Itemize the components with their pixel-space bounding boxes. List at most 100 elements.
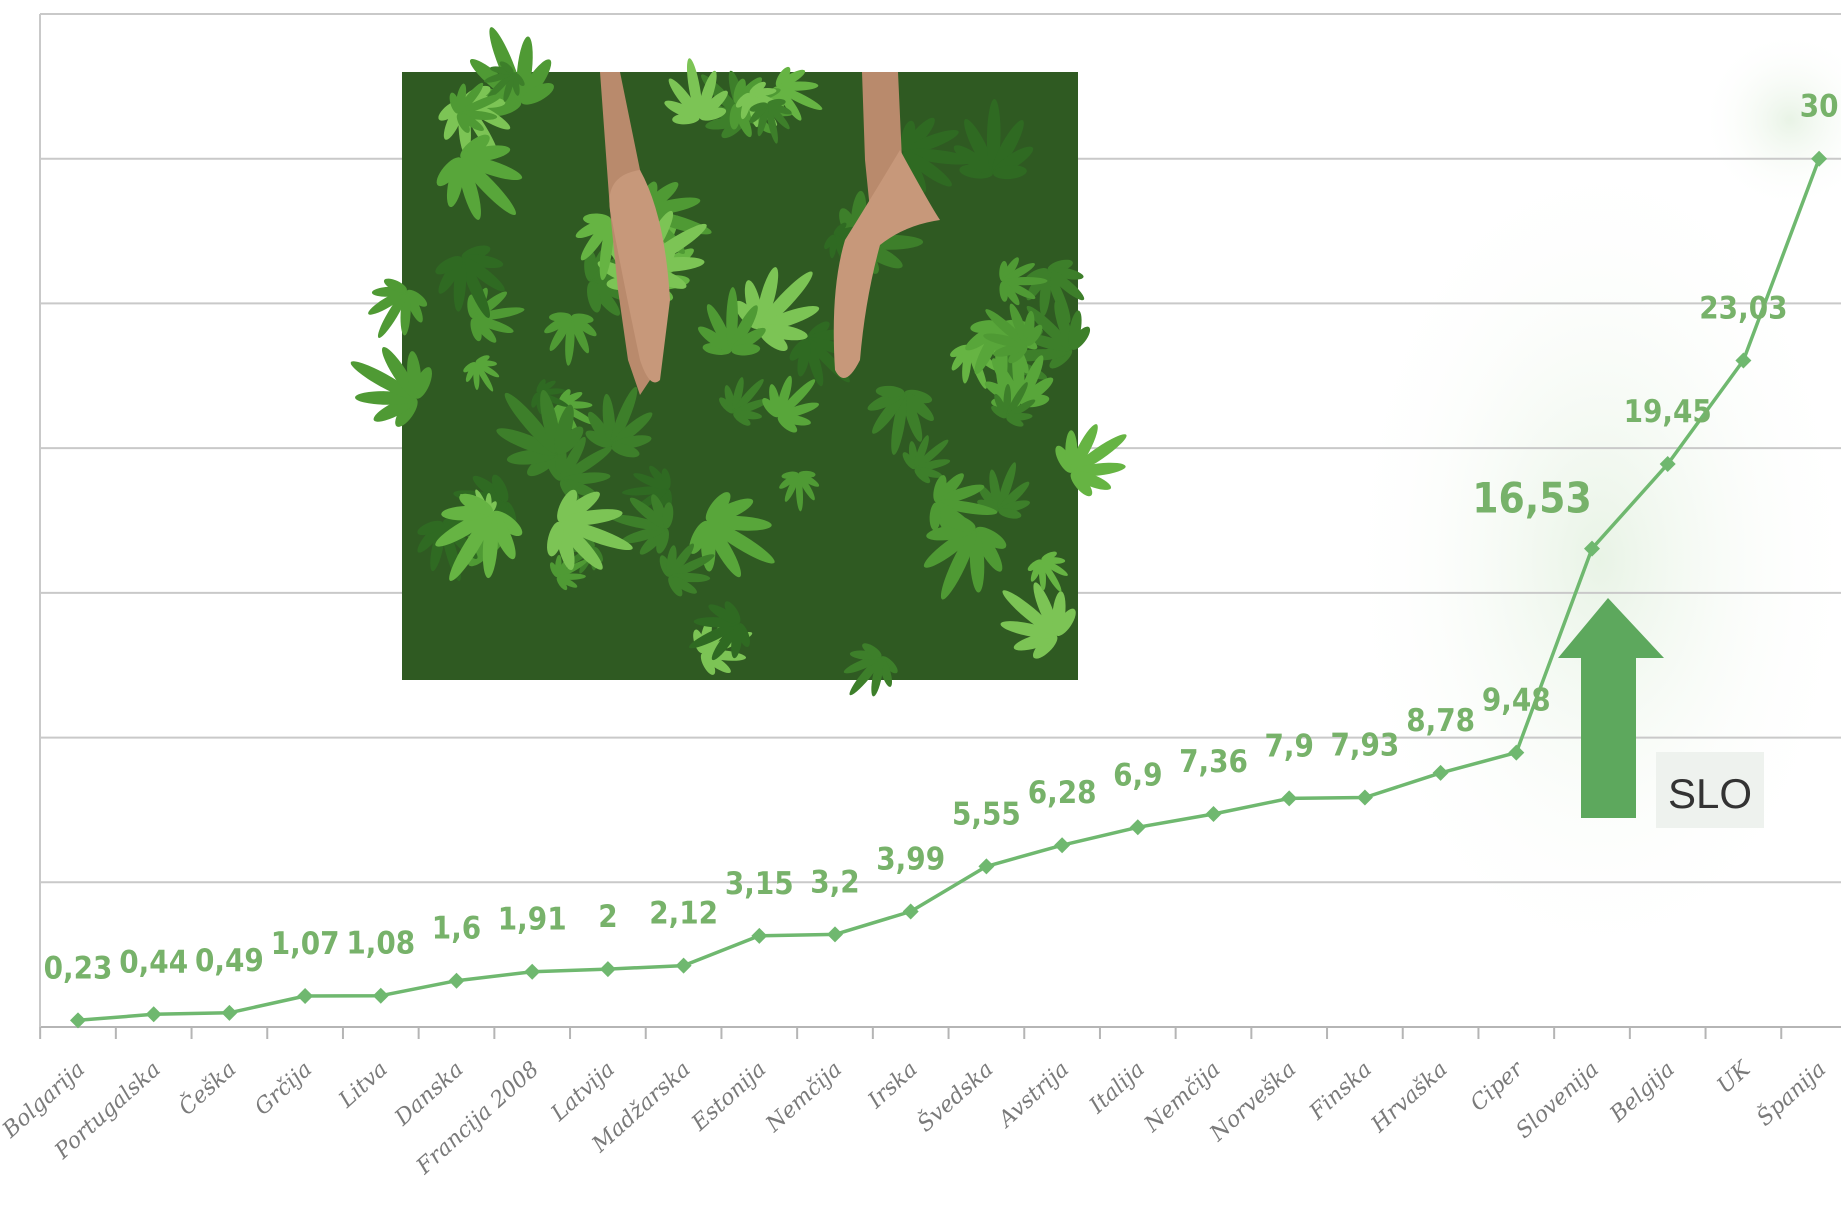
series-markers	[70, 150, 1828, 1029]
data-label: 3,2	[810, 864, 859, 900]
cannabis-leaf	[689, 601, 750, 661]
data-point-marker	[297, 988, 314, 1005]
x-tick-label: Italija	[1084, 1057, 1150, 1120]
cannabis-leaf	[484, 61, 525, 102]
data-label: 0,49	[195, 943, 264, 979]
data-point-marker	[675, 957, 692, 974]
cannabis-leaf	[435, 493, 523, 582]
data-point-marker	[902, 903, 919, 920]
cannabis-leaf	[867, 385, 934, 455]
x-tick-label: Hrvaška	[1366, 1057, 1453, 1138]
x-tick-label: Belgija	[1605, 1057, 1680, 1128]
x-tick-label: UK	[1713, 1056, 1757, 1099]
cannabis-leaf	[544, 312, 597, 366]
data-label: 23,03	[1699, 290, 1787, 326]
cannabis-leaf	[749, 98, 792, 144]
cannabis-leaf	[991, 382, 1036, 427]
cannabis-leaf	[449, 82, 503, 133]
x-tick-label: Češka	[173, 1055, 241, 1120]
x-tick-label: Irska	[863, 1057, 923, 1114]
left-hand	[609, 170, 670, 383]
data-point-marker	[1584, 540, 1600, 557]
data-label: 30	[1800, 89, 1839, 125]
cannabis-leaf	[1027, 551, 1068, 592]
data-point-marker	[145, 1006, 162, 1023]
cannabis-leaf	[350, 346, 432, 427]
data-label: 3,99	[876, 842, 945, 878]
cannabis-leaf	[953, 98, 1034, 180]
x-tick-label: Avstrija	[993, 1057, 1074, 1134]
data-label: 1,6	[432, 911, 481, 947]
data-point-marker	[1508, 744, 1525, 761]
data-label: 1,91	[498, 902, 567, 938]
data-label: 1,08	[346, 926, 415, 962]
data-point-marker	[978, 858, 995, 875]
cannabis-leaf	[779, 470, 820, 512]
data-point-marker	[1356, 789, 1373, 806]
cannabis-leaf	[734, 267, 820, 352]
data-label: 7,93	[1330, 727, 1399, 763]
data-point-marker	[372, 987, 389, 1004]
data-label: 3,15	[725, 866, 794, 902]
slo-label: SLO	[1668, 770, 1752, 817]
slo-annotation: SLO	[1558, 598, 1764, 828]
data-point-marker	[524, 963, 541, 980]
series	[76, 156, 1821, 1023]
data-point-marker	[1659, 456, 1676, 473]
data-label: 0,44	[119, 944, 188, 980]
data-label: 0,23	[44, 950, 113, 986]
data-label: 7,9	[1264, 728, 1313, 764]
data-label: 16,53	[1472, 474, 1592, 523]
cannabis-leaf	[977, 462, 1031, 519]
data-label: 6,9	[1113, 757, 1162, 793]
x-tick-label: Ciper	[1466, 1056, 1530, 1117]
data-label: 6,28	[1028, 775, 1097, 811]
data-point-marker	[221, 1004, 238, 1021]
x-tick-label: Litva	[334, 1057, 393, 1114]
data-point-marker	[1129, 819, 1146, 836]
cannabis-leaf	[762, 375, 820, 433]
cannabis-leaf	[609, 494, 674, 555]
data-label: 8,78	[1406, 703, 1475, 739]
data-point-marker	[827, 926, 843, 943]
data-point-marker	[1735, 352, 1752, 369]
data-label: 2,12	[649, 896, 718, 932]
data-point-marker	[1432, 764, 1449, 781]
cannabis-leaf	[689, 492, 775, 578]
cannabis-leaf	[902, 435, 951, 484]
data-label: 19,45	[1624, 394, 1712, 430]
cannabis-leaf	[664, 58, 728, 125]
x-tick-label: Španija	[1751, 1055, 1831, 1131]
cannabis-leaf	[999, 257, 1048, 306]
cannabis-leaf	[843, 643, 898, 697]
x-tick-label: Estonija	[687, 1057, 772, 1137]
cannabis-plants-photo	[350, 27, 1127, 697]
x-tick-label: Slovenija	[1512, 1057, 1604, 1144]
data-point-marker	[1205, 805, 1222, 822]
data-point-marker	[70, 1012, 86, 1029]
cannabis-leaf	[585, 386, 653, 458]
data-point-marker	[1811, 150, 1828, 167]
cannabis-leaf	[983, 303, 1043, 364]
cannabis-leaf	[1000, 582, 1076, 659]
series-line	[76, 156, 1821, 1023]
data-label: 5,55	[952, 796, 1021, 832]
cannabis-leaf	[368, 278, 428, 338]
data-label: 7,36	[1179, 744, 1248, 780]
data-label: 9,48	[1482, 683, 1551, 719]
data-point-marker	[751, 927, 768, 944]
cannabis-leaf	[496, 389, 584, 477]
cannabis-leaf	[547, 489, 633, 571]
cannabis-leaf	[719, 377, 769, 426]
cannabis-leaf	[923, 513, 1007, 600]
x-tick-label: Nemčija	[761, 1057, 847, 1138]
x-tick-label: Latvija	[546, 1057, 620, 1127]
cannabis-leaf	[659, 543, 715, 597]
x-tick-label: Finska	[1304, 1057, 1377, 1126]
cannabis-leaf	[435, 245, 505, 319]
data-point-marker	[1054, 837, 1071, 854]
cannabis-leaf	[436, 134, 523, 220]
data-labels: 0,23 0,44 0,49 1,07 1,08 1,6 1,91 2 2,123,15 3,2 3…	[44, 89, 1839, 987]
